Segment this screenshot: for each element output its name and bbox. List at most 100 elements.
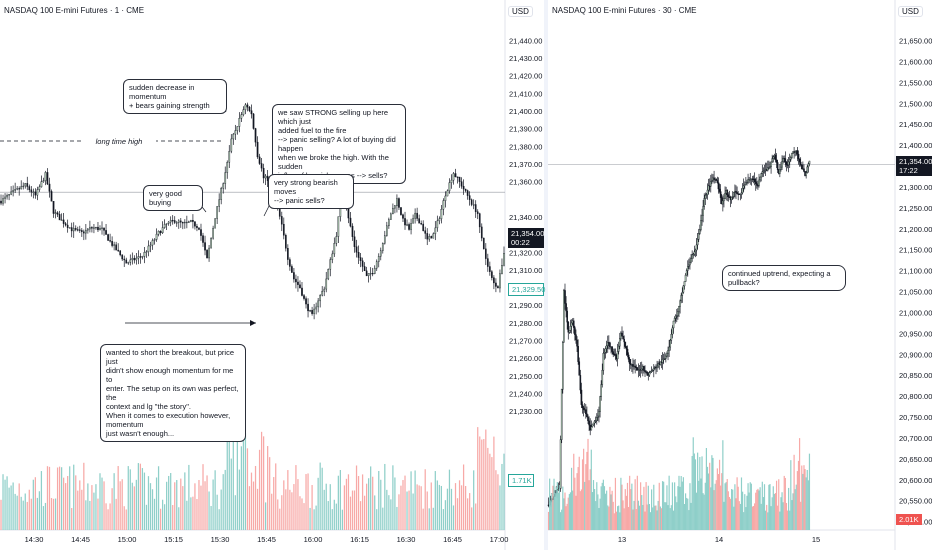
right-candle [691,254,693,259]
left-candle [99,228,101,231]
right-volume-bar [547,511,550,530]
right-candle [703,198,706,207]
left-volume-bar [14,493,16,530]
right-volume-bar [772,486,774,530]
left-candle [246,104,249,108]
right-volume-bar [661,481,664,530]
right-volume-bar [610,494,612,530]
right-volume-bar [602,479,604,530]
left-candle [367,273,370,277]
left-volume-bar [141,468,144,530]
left-candle [440,209,443,220]
right-volume-bar [686,497,688,530]
right-candle [624,341,627,347]
right-volume-bar [805,477,807,530]
left-volume-bar [426,491,428,530]
right-volume-bar [623,508,625,530]
right-candle [716,180,719,183]
right-volume-bar [770,506,772,530]
left-candle [454,173,457,178]
left-volume-bar [220,489,222,530]
left-candle [42,180,45,182]
right-volume-bar [693,453,695,530]
right-volume-bar [713,490,715,530]
right-candle [592,422,595,426]
left-candle [145,251,148,253]
right-candle [701,215,703,221]
right-volume-bar [658,482,660,530]
right-y-tick-label: 21,150.00 [899,246,932,255]
left-volume-bar [378,470,380,530]
left-volume-bar [317,477,319,530]
left-candle [250,110,253,115]
left-candle [242,109,245,115]
left-volume-bar [139,463,142,530]
left-volume-bar [218,509,220,530]
left-volume-bar [414,470,416,530]
left-volume-bar [467,498,469,530]
left-volume-bar [390,499,392,530]
left-volume-bar [58,466,61,530]
right-volume-bar [769,484,771,530]
right-volume-bar [597,494,599,530]
right-volume-bar [549,478,551,530]
left-candle [137,256,140,259]
right-volume-bar [785,502,788,530]
left-volume-bar [24,493,26,530]
right-candle [602,353,605,371]
left-candle [313,308,315,314]
right-volume-bar [613,513,615,530]
left-candle [464,188,467,191]
right-volume-bar [759,487,761,530]
left-y-tick-label: 21,230.00 [509,407,542,416]
annotation-bearish-moves[interactable]: very strong bearish moves --> panic sell… [268,174,354,209]
left-candle [28,186,31,191]
right-volume-bar [585,464,587,530]
left-volume-bar [335,503,337,530]
annotation-good-buying[interactable]: very good buying [143,185,203,211]
right-candle [730,197,733,201]
left-candle [175,222,178,224]
right-candle [689,261,691,266]
left-candle [254,128,257,143]
left-y-tick-label: 21,240.00 [509,390,542,399]
left-candle [412,218,414,224]
left-candle [420,223,422,225]
left-volume-bar [20,496,22,530]
right-candle [648,372,651,376]
right-candle [761,171,764,174]
right-candle [676,315,678,317]
left-volume-badge: 1.71K [508,474,534,487]
left-volume-bar [372,476,374,530]
left-chart-title[interactable]: NASDAQ 100 E-mini Futures · 1 · CME [4,6,145,15]
right-currency-button[interactable]: USD [898,6,923,17]
right-candle [702,206,704,216]
left-volume-bar [226,432,228,530]
right-candle [768,167,770,169]
right-candle [586,413,588,418]
annotation-momentum[interactable]: sudden decrease in momentum + bears gain… [123,79,227,114]
annotation-strong-selling[interactable]: we saw STRONG selling up here which just… [272,104,406,184]
left-volume-bar [432,507,434,530]
right-volume-bar [737,486,739,530]
right-candle [684,274,687,282]
left-x-tick-label: 16:45 [443,535,462,544]
right-volume-bar [724,483,726,530]
right-candle [731,196,734,198]
left-volume-bar [161,499,164,530]
left-volume-bar [28,489,30,530]
left-currency-button[interactable]: USD [508,6,533,17]
left-volume-bar [26,501,28,530]
left-volume-bar [503,453,505,530]
left-candle [369,273,372,275]
left-candle [161,227,164,234]
right-chart-title[interactable]: NASDAQ 100 E-mini Futures · 30 · CME [552,6,697,15]
right-volume-bar [644,511,646,530]
annotation-uptrend[interactable]: continued uptrend, expecting a pullback? [722,265,846,291]
left-volume-bar [123,506,125,530]
left-candle [452,173,455,181]
annotation-story[interactable]: wanted to short the breakout, but price … [100,344,246,442]
left-candle [68,227,71,229]
right-candle [685,270,688,276]
